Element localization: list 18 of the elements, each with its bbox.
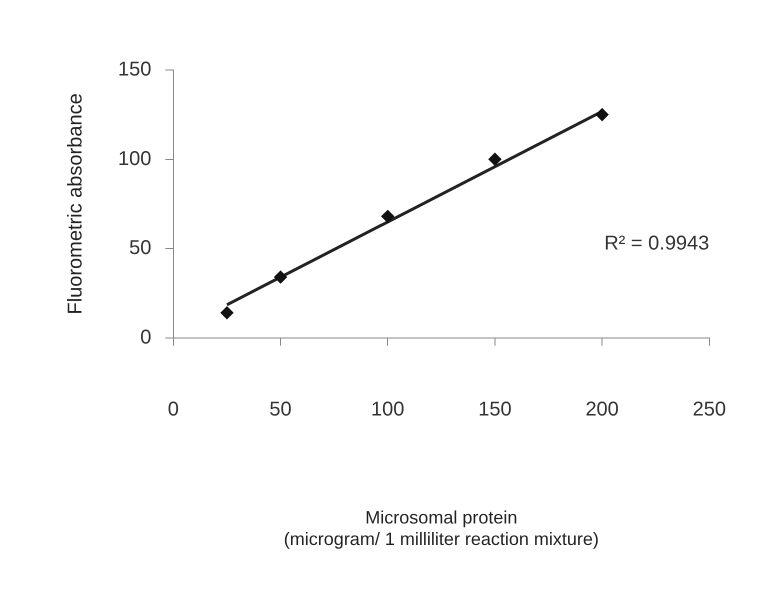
y-axis-title: Fluorometric absorbance bbox=[64, 93, 87, 315]
x-tick-label: 200 bbox=[585, 398, 619, 420]
y-tick-label: 50 bbox=[129, 237, 152, 260]
point bbox=[220, 306, 234, 320]
y-tick-label: 150 bbox=[118, 58, 152, 81]
point bbox=[381, 210, 394, 223]
x-axis-title: Microsomal protein (microgram/ 1 milliliter reaction mixture) bbox=[284, 508, 599, 550]
x-tick-label: 50 bbox=[269, 398, 292, 420]
point bbox=[274, 270, 288, 284]
annotation: R² = 0.9943 bbox=[604, 232, 710, 255]
x-tick-label: 100 bbox=[371, 398, 404, 420]
y-tick-label: 0 bbox=[140, 326, 152, 348]
x-tick-label: 0 bbox=[168, 398, 179, 420]
point bbox=[596, 108, 609, 122]
x-tick-label: 250 bbox=[692, 398, 726, 420]
y-tick-label: 100 bbox=[118, 148, 152, 170]
x-tick-label: 150 bbox=[478, 398, 512, 420]
point bbox=[488, 152, 502, 166]
